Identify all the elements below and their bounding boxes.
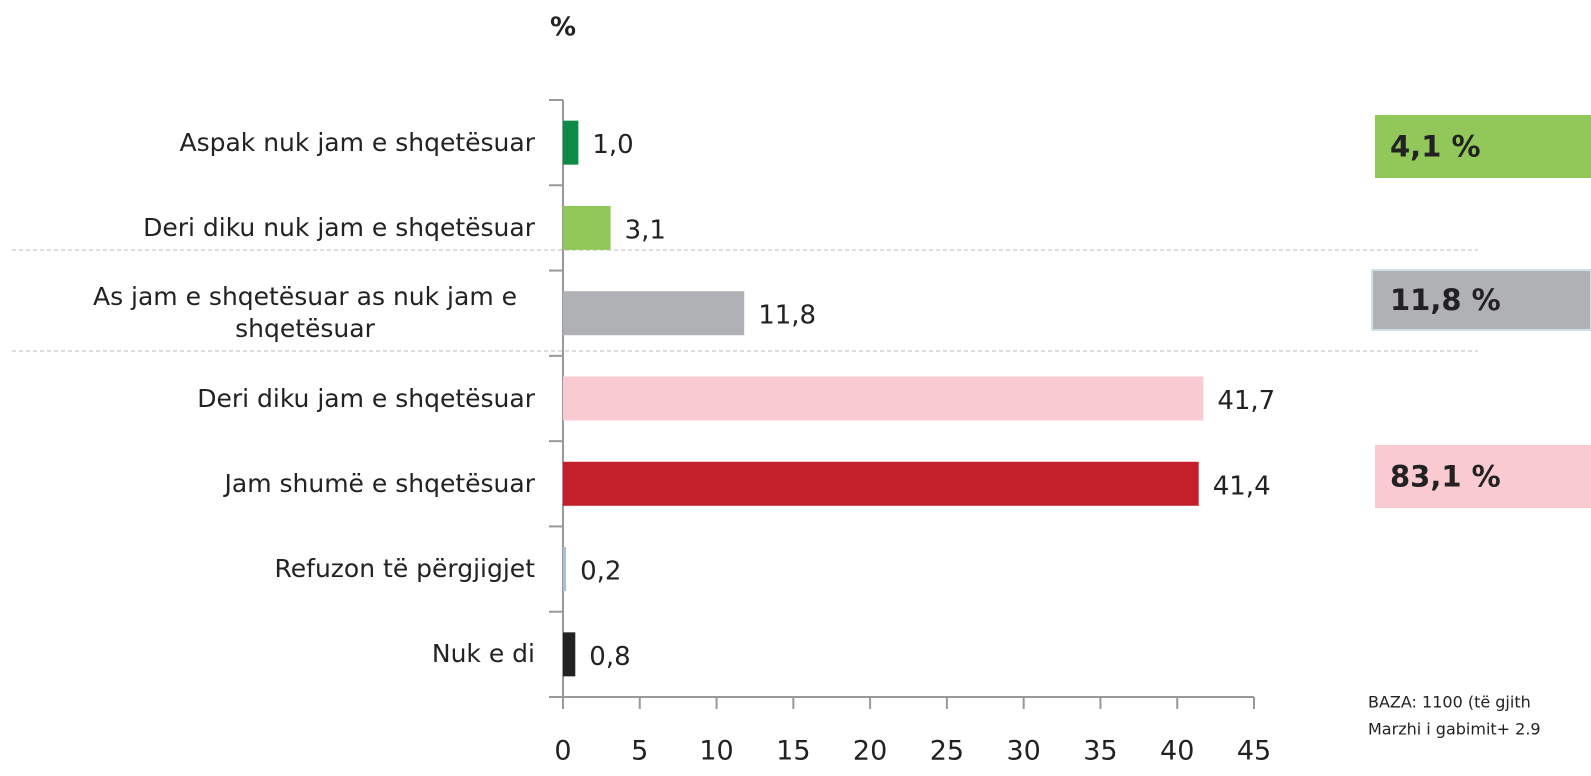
- category-text: Nuk e di: [431, 639, 535, 669]
- bar: [563, 376, 1204, 421]
- category-label: Nuk e di: [0, 638, 535, 670]
- category-text: Refuzon të përgjigjet: [274, 554, 535, 584]
- x-tick-label: 40: [1160, 736, 1194, 767]
- x-tick-label: 10: [699, 736, 733, 767]
- value-label: 0,2: [580, 557, 621, 587]
- x-tick-label: 45: [1237, 736, 1271, 767]
- value-label: 41,4: [1213, 471, 1271, 501]
- x-tick-label: 0: [554, 736, 571, 767]
- category-text: Aspak nuk jam e shqetësuar: [179, 127, 535, 157]
- axis-label: %: [550, 13, 576, 43]
- bar: [563, 291, 745, 336]
- x-tick-label: 20: [853, 736, 887, 767]
- value-label: 1,0: [592, 130, 633, 160]
- bar: [563, 120, 579, 165]
- x-tick-label: 30: [1006, 736, 1040, 767]
- summary-label: 4,1 %: [1390, 130, 1481, 164]
- x-tick-label: 5: [631, 736, 648, 767]
- x-tick-label: 15: [776, 736, 810, 767]
- category-text: Deri diku nuk jam e shqetësuar: [143, 212, 535, 242]
- category-label: Jam shumë e shqetësuar: [0, 468, 536, 500]
- summary-box: [1371, 269, 1591, 331]
- summary-box: [1375, 445, 1591, 508]
- summary-label: 11,8 %: [1390, 283, 1501, 317]
- category-label: Aspak nuk jam e shqetësuar: [0, 127, 535, 159]
- note: Marzhi i gabimit+ 2.9: [1368, 720, 1541, 739]
- category-label: Refuzon të përgjigjet: [0, 553, 535, 585]
- summary-box: [1375, 115, 1591, 178]
- category-text: Jam shumë e shqetësuar: [224, 468, 536, 498]
- value-label: 41,7: [1217, 386, 1275, 416]
- category-label: Deri diku jam e shqetësuar: [0, 383, 535, 415]
- x-tick-label: 35: [1083, 736, 1117, 767]
- category-label: Deri diku nuk jam e shqetësuar: [0, 212, 535, 244]
- category-text: As jam e shqetësuar as nuk jam e shqetës…: [92, 282, 518, 344]
- bar: [563, 461, 1199, 506]
- category-label: As jam e shqetësuar as nuk jam e shqetës…: [0, 281, 535, 345]
- value-label: 3,1: [625, 215, 666, 245]
- bar: [563, 547, 567, 592]
- bar: [563, 632, 576, 677]
- value-label: 11,8: [758, 301, 816, 331]
- summary-label: 83,1 %: [1390, 460, 1501, 494]
- x-tick-label: 25: [930, 736, 964, 767]
- bar: [563, 205, 611, 250]
- value-label: 0,8: [589, 642, 630, 672]
- category-text: Deri diku jam e shqetësuar: [197, 383, 535, 413]
- note: BAZA: 1100 (të gjith: [1368, 693, 1531, 712]
